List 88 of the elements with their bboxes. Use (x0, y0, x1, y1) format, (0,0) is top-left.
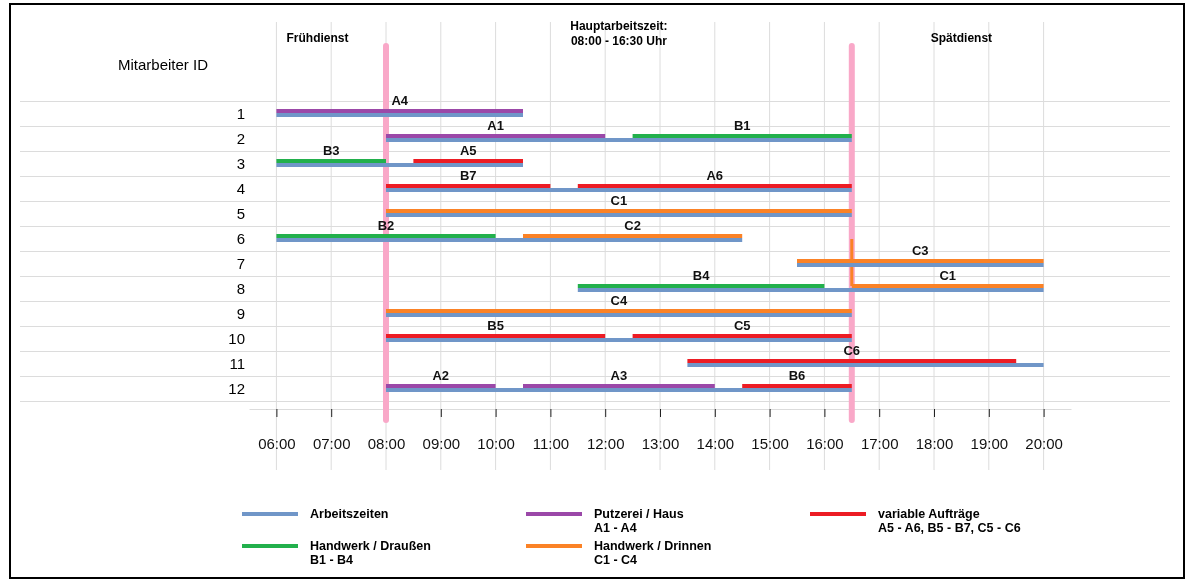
bar (276, 113, 523, 117)
bar (386, 213, 852, 217)
bar (276, 163, 523, 167)
bar (386, 188, 852, 192)
data-label: A3 (610, 368, 628, 383)
data-label: A1 (487, 118, 504, 133)
text: Spätdienst (930, 31, 993, 45)
x-tick-label: 14:00 (696, 434, 735, 452)
data-label: B4 (692, 268, 711, 283)
y-axis-title: Mitarbeiter ID (118, 56, 209, 73)
data-label: C6 (843, 343, 861, 358)
legend-label: Handwerk / Draußen B1 - B4 (310, 539, 431, 567)
bar (276, 109, 523, 113)
bar (577, 184, 852, 188)
data-label: C3 (911, 243, 929, 258)
bar (386, 313, 852, 317)
bar (632, 134, 852, 138)
legend-label: variable Aufträge A5 - A6, B5 - B7, C5 - C6 (878, 507, 1021, 535)
y-tick-label: 3 (236, 155, 245, 172)
data-label: B2 (377, 218, 395, 233)
data-label: B6 (788, 368, 806, 383)
data-label: B3 (322, 143, 340, 158)
x-tick-label: 10:00 (477, 434, 515, 452)
data-label: B5 (487, 318, 504, 333)
bar (386, 209, 852, 213)
legend-label: Arbeitszeiten (310, 507, 389, 521)
bar (386, 388, 852, 392)
data-label: B1 (733, 118, 751, 133)
x-tick-label: 13:00 (641, 434, 680, 452)
x-tick-label: 17:00 (860, 434, 899, 452)
bar (386, 338, 852, 342)
bar (687, 359, 1017, 363)
x-tick-label: 20:00 (1025, 434, 1063, 452)
bar (276, 238, 743, 242)
x-tick-label: 15:00 (751, 434, 789, 452)
x-tick-label: 12:00 (586, 434, 625, 452)
text: Frühdienst (286, 31, 349, 45)
y-tick-label: 1 (236, 105, 245, 122)
text: Hauptarbeitszeit: 08:00 - 16:30 Uhr (570, 19, 668, 48)
x-tick-label: 18:00 (915, 434, 954, 452)
bar (386, 184, 551, 188)
data-label: C1 (610, 193, 628, 208)
x-tick-label: 06:00 (258, 434, 296, 452)
legend-label: Handwerk / Drinnen C1 - C4 (594, 539, 712, 567)
x-tick-label: 09:00 (422, 434, 461, 452)
bar (413, 159, 523, 163)
x-tick-label: 19:00 (970, 434, 1009, 452)
bar (523, 234, 743, 238)
x-tick-label: 07:00 (312, 434, 351, 452)
bar (386, 334, 606, 338)
data-label: A5 (459, 143, 477, 158)
data-label: B7 (459, 168, 477, 183)
data-label: A6 (706, 168, 724, 183)
bar (523, 384, 715, 388)
bar (687, 363, 1044, 367)
y-tick-label: 8 (236, 280, 245, 297)
bar (386, 309, 852, 313)
y-tick-label: 9 (236, 305, 245, 322)
y-tick-label: 7 (236, 255, 245, 272)
bar (276, 159, 386, 163)
legend-label: Putzerei / Haus A1 - A4 (594, 507, 684, 535)
bar (797, 263, 1044, 267)
y-tick-label: 6 (236, 230, 245, 247)
bar (386, 384, 496, 388)
y-tick-label: 4 (236, 180, 245, 197)
y-tick-label: 11 (229, 355, 245, 372)
data-label: C5 (733, 318, 751, 333)
data-label: A2 (432, 368, 450, 383)
bar (742, 384, 852, 388)
bar (632, 334, 852, 338)
bar (797, 259, 1044, 263)
data-label: C4 (610, 293, 628, 308)
x-tick-label: 11:00 (532, 434, 570, 452)
bar (386, 138, 852, 142)
bar (577, 284, 825, 288)
y-tick-label: 2 (236, 130, 245, 147)
data-label: C1 (939, 268, 957, 283)
bar (851, 284, 1044, 288)
x-tick-label: 16:00 (806, 434, 844, 452)
bar (386, 134, 606, 138)
bar (577, 288, 1044, 292)
data-label: C2 (624, 218, 641, 233)
data-label: A4 (391, 93, 409, 108)
x-tick-label: 08:00 (367, 434, 406, 452)
y-tick-label: 5 (236, 205, 245, 222)
y-tick-label: 12 (228, 380, 245, 397)
bar (276, 234, 496, 238)
y-tick-label: 10 (228, 330, 245, 347)
